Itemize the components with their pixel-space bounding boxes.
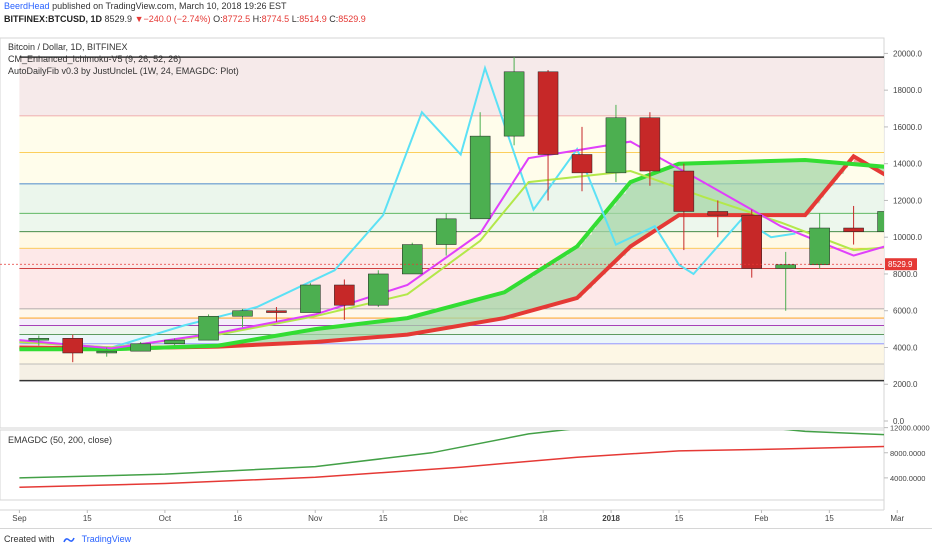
candle-body (62, 338, 83, 354)
footer: Created with TradingView (0, 528, 932, 550)
publish-header: BeerdHead published on TradingView.com, … (0, 0, 932, 12)
created-with-label: Created with (4, 534, 55, 544)
candle-body (503, 71, 525, 137)
chikou-line (19, 64, 796, 349)
price-tag-label: 8529.9 (888, 260, 913, 269)
y-tick-label: 10000.0 (893, 233, 922, 242)
y-tick-label: 8000.0 (893, 270, 918, 279)
ema200-line (19, 445, 884, 489)
kumo-bear (921, 190, 932, 240)
candle-body (28, 338, 50, 341)
y-tick-label: 0.0 (893, 417, 905, 426)
fib-zone (19, 115, 884, 153)
candle-body (843, 227, 864, 232)
candle-body (741, 214, 762, 269)
candle-body (673, 170, 695, 212)
legend-symbol: Bitcoin / Dollar, 1D, BITFINEX (8, 42, 128, 52)
price-plot (19, 56, 932, 382)
sub-y-tick-label: 4000.0000 (890, 474, 925, 483)
sub-y-tick-label: 8000.0000 (890, 449, 925, 458)
x-tick-label: 16 (233, 514, 242, 523)
close-value: 8529.9 (338, 14, 366, 24)
candle-body (164, 339, 185, 345)
legend-autofib: AutoDailyFib v0.3 by JustUncleL (1W, 24,… (8, 66, 239, 76)
publish-info: published on TradingView.com, March 10, … (52, 1, 287, 11)
candle-body (402, 244, 423, 275)
y-tick-label: 6000.0 (893, 307, 918, 316)
candle-body (130, 343, 151, 352)
ohlc-header: BITFINEX:BTCUSD, 1D 8529.9 ▼−240.0 (−2.7… (0, 13, 932, 25)
candle-body (300, 284, 321, 313)
senkou-b-line (19, 153, 884, 351)
x-tick-label: Mar (890, 514, 904, 523)
high-value: 8774.5 (261, 14, 290, 24)
y-tick-label: 20000.0 (893, 49, 922, 58)
y-tick-label: 16000.0 (893, 123, 922, 132)
y-tick-label: 4000.0 (893, 343, 918, 352)
low-value: 8514.9 (299, 14, 327, 24)
x-tick-label: 18 (539, 514, 548, 523)
candle-body (707, 211, 729, 216)
close-label: C: (329, 14, 339, 24)
fib-zone (19, 248, 884, 269)
x-tick-label: 15 (675, 514, 684, 523)
kumo-bear (847, 156, 872, 169)
author-link[interactable]: BeerdHead (4, 1, 50, 11)
ema-plot (19, 430, 884, 489)
candle-body (334, 284, 355, 306)
candle-body (266, 310, 287, 313)
legend-ichimoku: CM_Enhanced_Ichimoku-V5 (9, 26, 52, 26) (8, 54, 181, 64)
tradingview-link[interactable]: TradingView (81, 534, 132, 544)
symbol-label: BITFINEX:BTCUSD, 1D (4, 14, 103, 24)
candle-body (232, 310, 253, 317)
candle-body (435, 218, 457, 245)
low-label: L: (291, 14, 300, 24)
candle-body (809, 227, 830, 266)
fib-zone (19, 325, 884, 335)
sub-y-tick-label: 12000.0000 (890, 424, 930, 433)
x-tick-label: Feb (755, 514, 769, 523)
x-tick-label: 15 (379, 514, 388, 523)
x-tick-label: Oct (159, 514, 172, 523)
fib-zone (19, 343, 884, 365)
x-tick-label: Nov (308, 514, 322, 523)
fib-zone (19, 364, 884, 381)
down-arrow-icon: ▼ (134, 14, 144, 24)
last-price: 8529.9 (104, 14, 133, 24)
open-label: O: (213, 14, 223, 24)
candle-body (368, 273, 389, 306)
candle-body (639, 117, 661, 172)
candle-body (571, 154, 593, 174)
indicator-pane (0, 429, 885, 501)
price-tag (885, 258, 917, 271)
tradingview-logo-icon (63, 537, 75, 542)
candle-body (96, 350, 117, 354)
x-tick-label: Dec (454, 514, 468, 523)
fib-zone (19, 57, 884, 116)
ema50-line (19, 430, 884, 479)
chart-legend: Bitcoin / Dollar, 1D, BITFINEX CM_Enhance… (8, 42, 239, 76)
y-tick-label: 12000.0 (893, 196, 922, 205)
x-tick-label: 2018 (602, 514, 620, 523)
fib-zone (19, 334, 884, 344)
high-label: H: (252, 14, 262, 24)
y-tick-label: 14000.0 (893, 160, 922, 169)
x-tick-label: Sep (12, 514, 27, 523)
candle-body (877, 211, 884, 232)
sub-legend: EMAGDC (50, 200, close) (8, 435, 112, 445)
price-change: −240.0 (−2.74%) (143, 14, 211, 24)
candle-body (537, 71, 559, 155)
candle-body (775, 264, 796, 269)
candle-body (198, 315, 219, 341)
fib-zone (19, 268, 884, 309)
y-tick-label: 18000.0 (893, 86, 922, 95)
candle-body (605, 117, 627, 174)
open-value: 8772.5 (222, 14, 251, 24)
x-tick-label: 15 (83, 514, 92, 523)
candle-body (469, 135, 491, 220)
x-tick-label: 15 (825, 514, 834, 523)
y-tick-label: 2000.0 (893, 380, 918, 389)
